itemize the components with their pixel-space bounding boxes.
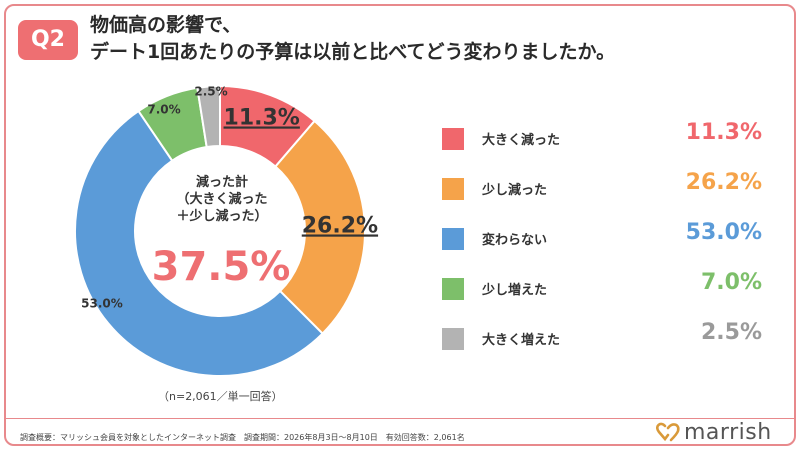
chart-title: 物価高の影響で、 デート1回あたりの予算は以前と比べてどう変わりましたか。 bbox=[90, 12, 790, 66]
donut-chart: 11.3% 26.2% 53.0% 7.0% 2.5% bbox=[74, 84, 378, 377]
legend-swatch bbox=[442, 178, 464, 200]
slice-value-label: 53.0% bbox=[81, 297, 123, 311]
survey-overview: 調査概要：マリッシュ会員を対象としたインターネット調査 調査期間：2026年8月… bbox=[20, 433, 465, 442]
donut-slice bbox=[74, 109, 324, 377]
legend-value: 11.3% bbox=[685, 120, 762, 145]
legend-value: 7.0% bbox=[700, 270, 762, 295]
legend-label: 少し減った bbox=[482, 183, 548, 198]
center-line2: （大きく減った bbox=[176, 192, 268, 207]
legend-item: 大きく増えた 2.5% bbox=[442, 316, 762, 366]
slice-value-label: 7.0% bbox=[147, 103, 180, 117]
donut-slice bbox=[196, 84, 221, 149]
legend-swatch bbox=[442, 278, 464, 300]
legend-swatch bbox=[442, 228, 464, 250]
sample-note: （n=2,061／単一回答） bbox=[158, 390, 283, 403]
center-line1: 減った計 bbox=[195, 175, 248, 190]
legend: 大きく減った 11.3% 少し減った 26.2% 変わらない 53.0% 少し増えた 7.0%… bbox=[442, 116, 762, 366]
legend-value: 53.0% bbox=[685, 220, 762, 245]
chart-title-line2: デート1回あたりの予算は以前と比べてどう変わりましたか。 bbox=[90, 41, 616, 63]
slice-value-label: 2.5% bbox=[194, 85, 227, 99]
legend-label: 大きく減った bbox=[482, 133, 561, 148]
center-total-value: 37.5% bbox=[151, 244, 291, 290]
legend-label: 変わらない bbox=[482, 233, 548, 248]
question-badge: Q2 bbox=[18, 20, 78, 60]
center-line3: ＋少し減った） bbox=[176, 209, 268, 224]
center-summary: 減った計 （大きく減った ＋少し減った） bbox=[154, 174, 290, 225]
legend-value: 2.5% bbox=[700, 320, 762, 345]
logo-wordmark: marrish bbox=[684, 420, 772, 445]
heart-rings-icon bbox=[656, 422, 680, 442]
chart-title-line1: 物価高の影響で、 bbox=[90, 14, 242, 36]
legend-item: 少し増えた 7.0% bbox=[442, 266, 762, 316]
donut-slice bbox=[273, 119, 366, 335]
legend-label: 少し増えた bbox=[482, 283, 548, 298]
legend-item: 変わらない 53.0% bbox=[442, 216, 762, 266]
legend-swatch bbox=[442, 128, 464, 150]
chart-frame: Q2 物価高の影響で、 デート1回あたりの予算は以前と比べてどう変わりましたか。… bbox=[4, 4, 796, 446]
legend-label: 大きく増えた bbox=[482, 333, 561, 348]
legend-swatch bbox=[442, 328, 464, 350]
slice-value-label: 11.3% bbox=[224, 105, 300, 130]
legend-item: 大きく減った 11.3% bbox=[442, 116, 762, 166]
slice-value-label: 26.2% bbox=[302, 213, 378, 238]
legend-item: 少し減った 26.2% bbox=[442, 166, 762, 216]
legend-value: 26.2% bbox=[685, 170, 762, 195]
footer-divider bbox=[6, 418, 794, 419]
